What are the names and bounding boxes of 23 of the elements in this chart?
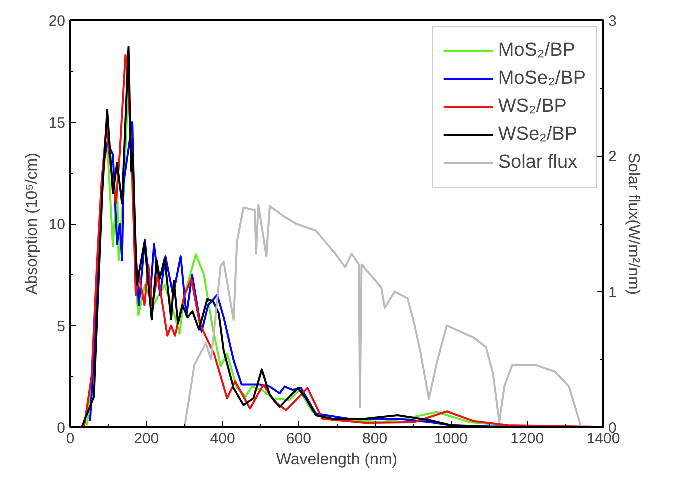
legend-label: MoS₂/BP: [498, 39, 576, 63]
legend-label: MoSe₂/BP: [498, 67, 586, 91]
y2-tick-label: 3: [608, 13, 617, 30]
y-tick-label: 0: [57, 420, 66, 437]
y2-tick-label: 1: [608, 284, 617, 302]
legend-label: WS₂/BP: [498, 95, 567, 119]
line-series: [184, 204, 582, 428]
x-tick-label: 200: [134, 430, 160, 448]
legend-label: Solar flux: [498, 151, 578, 175]
y-tick-label: 15: [48, 114, 66, 132]
x-tick-label: 400: [210, 430, 236, 448]
y2-tick-label: 2: [608, 148, 617, 166]
x-tick-label: 600: [286, 430, 312, 448]
x-tick-label: 800: [362, 430, 388, 448]
y-tick-label: 5: [57, 318, 66, 336]
y-tick-label: 10: [48, 216, 66, 234]
y-axis-title: Absorption (10⁵/cm): [24, 153, 41, 295]
x-tick-label: 1000: [434, 430, 468, 448]
y2-axis-title: Solar flux(W/m²/nm): [624, 152, 642, 296]
x-tick-label: 1200: [510, 430, 544, 448]
legend-label: WSe₂/BP: [498, 123, 578, 147]
x-axis-title: Wavelength (nm): [276, 452, 398, 468]
y-tick-label: 20: [48, 13, 66, 30]
